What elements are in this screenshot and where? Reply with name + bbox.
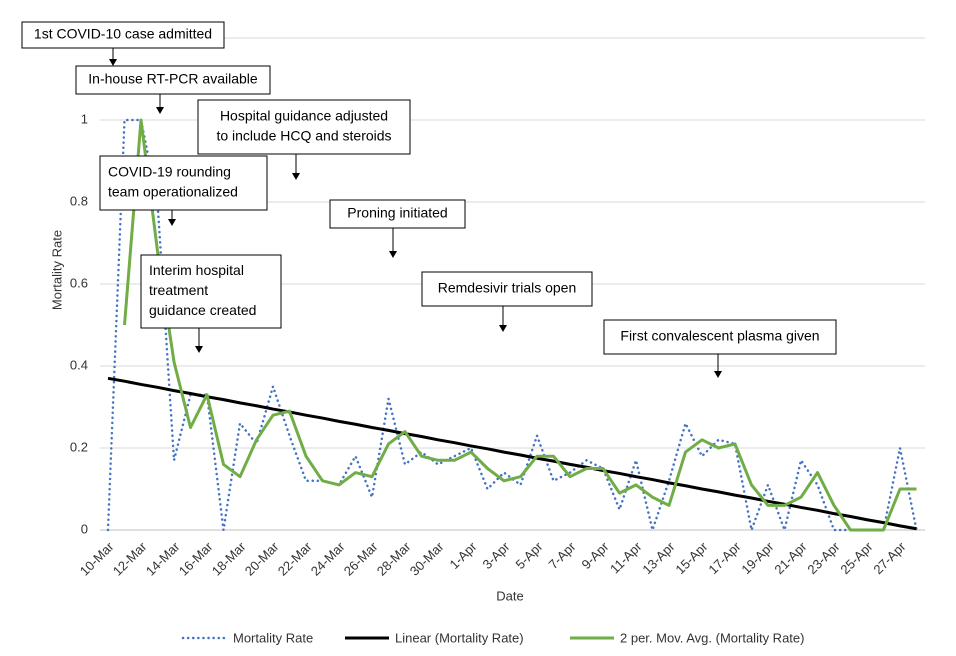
x-tick-label: 25-Apr <box>837 538 876 577</box>
x-tick-label: 28-Mar <box>374 538 414 578</box>
x-tick-label: 1-Apr <box>446 538 480 572</box>
y-axis-title: Mortality Rate <box>49 230 64 310</box>
annotation-box <box>140 254 282 329</box>
x-tick-label: 21-Apr <box>771 538 810 577</box>
x-tick-label: 13-Apr <box>639 538 678 577</box>
x-tick-label: 15-Apr <box>672 538 711 577</box>
annotation-text: Interim hospital <box>149 262 244 278</box>
legend-label: Linear (Mortality Rate) <box>395 630 524 645</box>
annotation-box <box>21 21 225 49</box>
x-tick-label: 17-Apr <box>705 538 744 577</box>
x-tick-label: 24-Mar <box>308 538 348 578</box>
x-tick-label: 30-Mar <box>407 538 447 578</box>
y-tick-label: 1 <box>81 111 88 126</box>
annotation-arrowhead <box>168 219 176 226</box>
annotation-text: 1st COVID-10 case admitted <box>34 26 212 42</box>
annotation-text: First convalescent plasma given <box>620 328 819 344</box>
annotation-arrowhead <box>292 173 300 180</box>
annotation-box <box>603 319 837 355</box>
annotation-text: Remdesivir trials open <box>438 280 577 296</box>
annotation-arrowhead <box>389 251 397 258</box>
legend-label: 2 per. Mov. Avg. (Mortality Rate) <box>620 630 804 645</box>
legend-label: Mortality Rate <box>233 630 313 645</box>
annotation-arrowhead <box>195 346 203 353</box>
y-tick-label: 0 <box>81 521 88 536</box>
annotation-box <box>197 99 411 155</box>
annotation-box <box>421 271 593 307</box>
annotation-text: COVID-19 rounding <box>108 164 231 180</box>
x-axis-title: Date <box>496 588 523 603</box>
annotation-text: to include HCQ and steroids <box>216 128 391 144</box>
series-line <box>123 118 917 532</box>
annotation-box <box>99 155 268 211</box>
y-tick-label: 0.4 <box>70 357 88 372</box>
x-tick-label: 7-Apr <box>545 538 579 572</box>
annotation-text: team operationalized <box>108 184 238 200</box>
annotation-arrowhead <box>499 325 507 332</box>
annotation-arrowhead <box>109 59 117 66</box>
annotation-text: treatment <box>149 282 208 298</box>
x-tick-label: 10-Mar <box>77 538 117 578</box>
x-tick-label: 11-Apr <box>607 538 645 576</box>
annotation-box <box>329 199 466 229</box>
x-tick-label: 22-Mar <box>275 538 315 578</box>
x-tick-label: 26-Mar <box>341 538 381 578</box>
x-tick-label: 5-Apr <box>512 538 546 572</box>
y-tick-label: 0.8 <box>70 193 88 208</box>
x-tick-label: 14-Mar <box>143 538 183 578</box>
x-tick-label: 20-Mar <box>242 538 282 578</box>
x-tick-label: 23-Apr <box>804 538 843 577</box>
annotation-text: guidance created <box>149 302 256 318</box>
x-tick-label: 18-Mar <box>209 538 249 578</box>
series-line <box>107 376 917 531</box>
annotation-text: In-house RT-PCR available <box>88 71 258 87</box>
annotation-text: Proning initiated <box>347 205 447 221</box>
x-tick-label: 12-Mar <box>110 538 150 578</box>
x-tick-label: 3-Apr <box>479 538 513 572</box>
y-tick-label: 0.2 <box>70 439 88 454</box>
x-tick-label: 19-Apr <box>738 538 777 577</box>
annotation-arrowhead <box>714 371 722 378</box>
annotation-box <box>75 65 271 95</box>
x-tick-label: 27-Apr <box>870 538 909 577</box>
annotation-arrowhead <box>156 107 164 114</box>
annotation-text: Hospital guidance adjusted <box>220 108 388 124</box>
x-tick-label: 16-Mar <box>176 538 216 578</box>
y-tick-label: 0.6 <box>70 275 88 290</box>
